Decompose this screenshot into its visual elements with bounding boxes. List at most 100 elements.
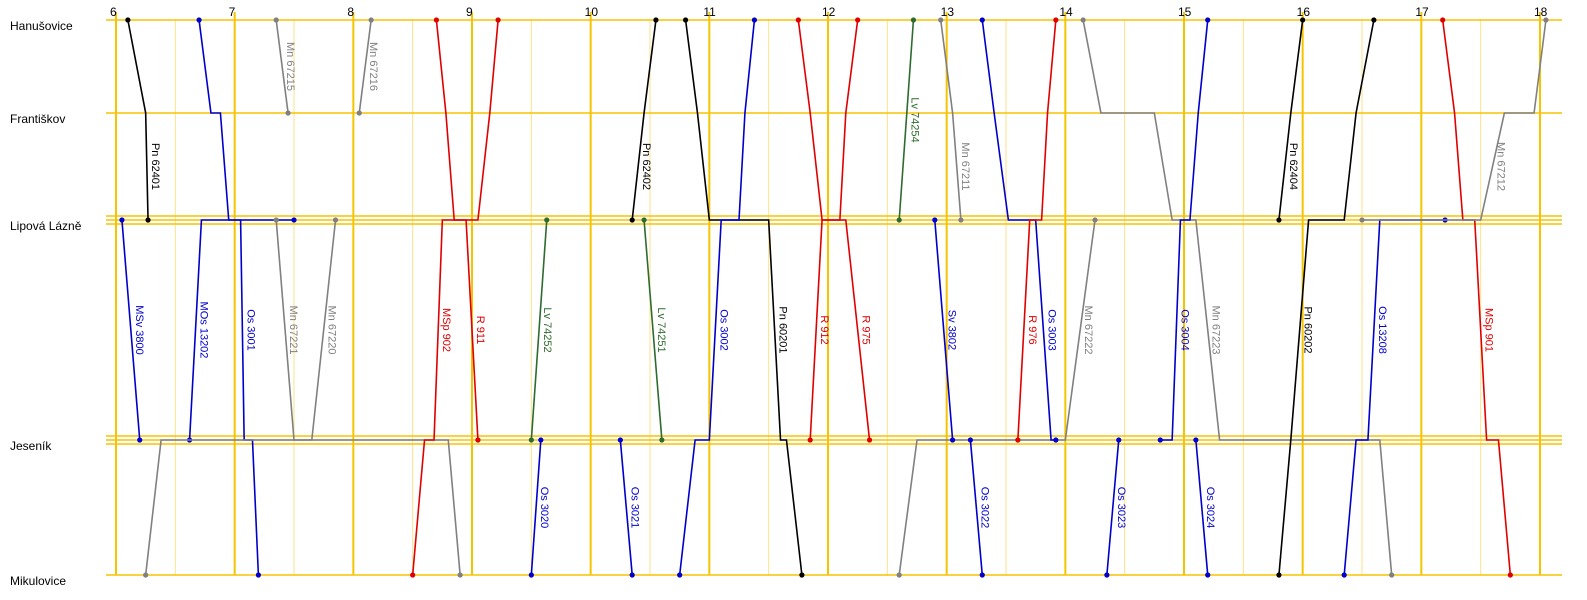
train-terminus-dot (119, 217, 125, 223)
train-label: R 911 (474, 316, 486, 345)
train-path (358, 19, 372, 114)
train-label: Os 3004 (1178, 309, 1190, 351)
train-terminus-dot (799, 572, 805, 578)
train-label: R 912 (818, 315, 830, 344)
train-terminus-dot (958, 217, 964, 223)
train-label: MSp 902 (440, 308, 452, 352)
train-label: MOs 13202 (198, 302, 210, 359)
station-lines (106, 19, 1562, 576)
train-terminus-dot (1389, 572, 1395, 578)
hour-tick-label: 9 (466, 5, 473, 19)
train-terminus-dot (683, 17, 689, 23)
train-terminus-dot (932, 217, 938, 223)
train-terminus-dot (866, 437, 873, 443)
hour-tick-label: 12 (822, 5, 836, 19)
train-path (1160, 19, 1209, 441)
hour-tick-label: 7 (229, 5, 236, 19)
train-label: Os 3021 (628, 487, 640, 529)
train-path (797, 19, 871, 441)
train-path (809, 19, 859, 441)
train-terminus-dot (1053, 17, 1059, 23)
train-paths: Pn 62401 Os 3001 Mn 67215 Mn 67216 MSv 3800 M… (119, 17, 1549, 578)
train-label: R 976 (1026, 315, 1038, 344)
train-terminus-dot (1205, 17, 1211, 23)
train-label: Mn 67222 (1082, 306, 1094, 355)
train-path (684, 19, 803, 576)
train-terminus-dot (807, 437, 813, 443)
train-terminus-dot (356, 110, 362, 116)
train-terminus-dot (653, 17, 659, 23)
hour-tick-label: 8 (347, 5, 354, 19)
train-terminus-dot (677, 572, 683, 578)
station-label: Hanušovice (10, 19, 73, 33)
train-terminus-dot (544, 217, 550, 223)
train-terminus-dot (1276, 217, 1282, 223)
station-label: Františkov (10, 112, 65, 126)
train-terminus-dot (285, 110, 291, 116)
train-label: Mn 67212 (1495, 142, 1507, 191)
train-label: Mn 67211 (959, 142, 971, 190)
train-terminus-dot (1092, 217, 1098, 223)
train-label: Os 3022 (978, 487, 990, 529)
hour-tick-label: 17 (1415, 5, 1429, 19)
train-label: Pn 60202 (1302, 306, 1314, 353)
train-path (939, 19, 962, 221)
train-path (1195, 439, 1209, 576)
train-terminus-dot (1507, 572, 1513, 578)
hour-tick-label: 11 (703, 5, 716, 19)
train-path (898, 19, 915, 221)
train-path (121, 219, 141, 441)
train-label: Mn 67221 (287, 306, 299, 355)
train-label: R 975 (860, 315, 872, 344)
train-terminus-dot (1116, 437, 1122, 443)
train-terminus-dot (1300, 17, 1306, 23)
hour-tick-label: 15 (1178, 5, 1192, 19)
hour-tick-label: 16 (1297, 5, 1311, 19)
train-path (144, 219, 337, 576)
train-path (619, 439, 633, 576)
train-path (530, 219, 548, 441)
train-label: Os 3002 (717, 309, 729, 351)
train-path (643, 219, 663, 441)
train-label: MSp 901 (1483, 308, 1495, 352)
train-terminus-dot (273, 17, 279, 23)
train-path (969, 439, 984, 576)
train-label: Lv 74254 (908, 97, 920, 142)
train-terminus-dot (1080, 17, 1086, 23)
train-terminus-dot (145, 217, 151, 223)
train-path (1278, 19, 1375, 576)
train-terminus-dot (528, 437, 534, 443)
train-terminus-dot (1371, 17, 1377, 23)
train-terminus-dot (751, 17, 758, 23)
train-terminus-dot (538, 437, 544, 443)
train-terminus-dot (659, 437, 665, 443)
train-path (1017, 19, 1057, 441)
train-terminus-dot (196, 17, 202, 23)
train-label: Mn 67220 (326, 306, 338, 355)
train-label: Mn 67215 (284, 42, 296, 91)
train-label: Sv 3802 (946, 310, 958, 350)
train-label: Os 3020 (538, 487, 550, 529)
train-terminus-dot (1276, 572, 1282, 578)
time-grid (115, 12, 1541, 575)
train-path (1278, 19, 1304, 221)
train-terminus-dot (1543, 17, 1549, 23)
train-path (678, 19, 756, 576)
train-terminus-dot (1104, 572, 1110, 578)
train-terminus-dot (410, 572, 416, 578)
train-terminus-dot (368, 17, 374, 23)
train-label: Pn 62401 (149, 143, 161, 190)
train-terminus-dot (125, 17, 131, 23)
train-terminus-dot (1157, 437, 1163, 443)
train-label: Lv 74252 (541, 307, 553, 352)
train-label: Os 13208 (1376, 306, 1388, 354)
train-path (1343, 219, 1446, 576)
train-terminus-dot (1359, 217, 1365, 223)
train-terminus-dot (938, 17, 944, 23)
train-terminus-dot (979, 17, 985, 23)
train-terminus-dot (967, 437, 974, 443)
station-label: Lipová Lázně (10, 219, 82, 233)
train-terminus-dot (137, 437, 143, 443)
train-terminus-dot (457, 572, 463, 578)
train-path (1441, 19, 1512, 576)
